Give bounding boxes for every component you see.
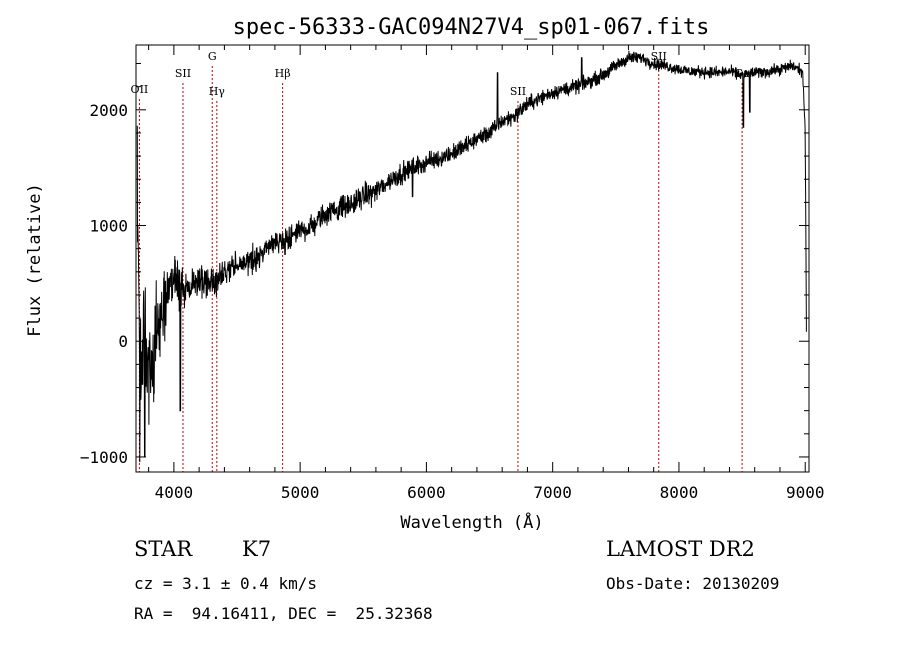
redshift-value: cz = 3.1 ± 0.4 km/s xyxy=(134,574,318,593)
x-tick-label: 5000 xyxy=(281,483,320,502)
line-marker-label: OII xyxy=(131,83,149,96)
x-tick-label: 4000 xyxy=(155,483,194,502)
x-tick-label: 6000 xyxy=(407,483,446,502)
x-tick-label: 7000 xyxy=(533,483,572,502)
y-axis-label: Flux (relative) xyxy=(25,183,45,337)
line-marker-label: G xyxy=(208,50,217,63)
spectrum-line xyxy=(136,50,807,463)
x-tick-label: 8000 xyxy=(660,483,699,502)
y-tick-label: −1000 xyxy=(80,448,128,467)
x-tick-label: 9000 xyxy=(786,483,825,502)
spectrum-series xyxy=(136,50,807,463)
y-tick-label: 0 xyxy=(118,332,128,351)
object-subclass: K7 xyxy=(242,537,272,561)
object-class: STAR xyxy=(134,537,193,561)
survey-name: LAMOST DR2 xyxy=(606,537,755,561)
line-marker-label: SII xyxy=(510,85,526,98)
y-tick-label: 2000 xyxy=(89,101,128,120)
observation-date: Obs-Date: 20130209 xyxy=(606,574,780,593)
y-axis-ticks: −1000 0 1000 2000 xyxy=(80,63,809,467)
chart-title: spec-56333-GAC094N27V4_sp01-067.fits xyxy=(233,15,710,40)
line-marker-label: Hγ xyxy=(209,85,226,98)
x-axis-ticks: 4000 5000 6000 7000 8000 9000 xyxy=(148,45,825,502)
line-marker-label: SII xyxy=(175,67,191,80)
line-marker-label: Hβ xyxy=(275,67,291,80)
x-axis-label: Wavelength (Å) xyxy=(400,511,543,533)
y-tick-label: 1000 xyxy=(89,217,128,236)
plot-frame xyxy=(135,44,810,473)
coordinates: RA = 94.16411, DEC = 25.32368 xyxy=(134,604,433,623)
